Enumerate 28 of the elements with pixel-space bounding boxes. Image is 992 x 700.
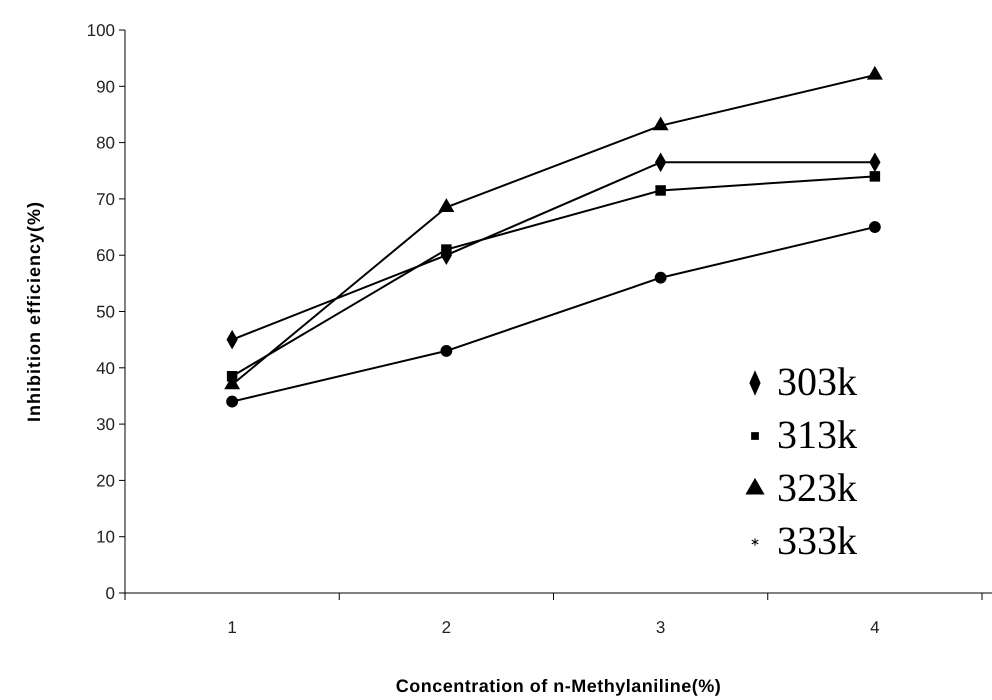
point (868, 221, 881, 233)
y-axis-title: Inhibition efficiency(%) (24, 200, 44, 422)
point (870, 171, 880, 182)
x-axis-title: Concentration of n-Methylaniline(%) (396, 676, 722, 696)
legend-label: 323k (777, 465, 857, 510)
y-tick-label: 0 (106, 584, 115, 603)
legend-label: 303k (777, 359, 857, 404)
x-tick-label: 3 (656, 618, 666, 637)
legend-label: 333k (777, 518, 857, 563)
y-tick-label: 10 (96, 528, 115, 547)
x-tick-label: 4 (870, 618, 880, 637)
point (655, 185, 666, 196)
y-tick-label: 40 (96, 358, 115, 378)
legend-label: 313k (777, 412, 857, 457)
point (226, 396, 238, 408)
point (654, 272, 667, 284)
y-tick-label: 30 (96, 415, 115, 434)
y-tick-label: 20 (96, 471, 115, 490)
y-tick-label: 70 (96, 190, 115, 209)
y-tick-label: 60 (96, 246, 115, 266)
y-tick-label: 100 (86, 20, 115, 40)
x-tick-label: 1 (227, 618, 237, 637)
y-tick-label: 80 (96, 134, 115, 153)
x-tick-label: 2 (442, 618, 452, 637)
point (441, 244, 452, 255)
y-tick-label: 50 (96, 302, 115, 322)
point (440, 345, 452, 357)
y-tick-label: 90 (96, 77, 115, 96)
